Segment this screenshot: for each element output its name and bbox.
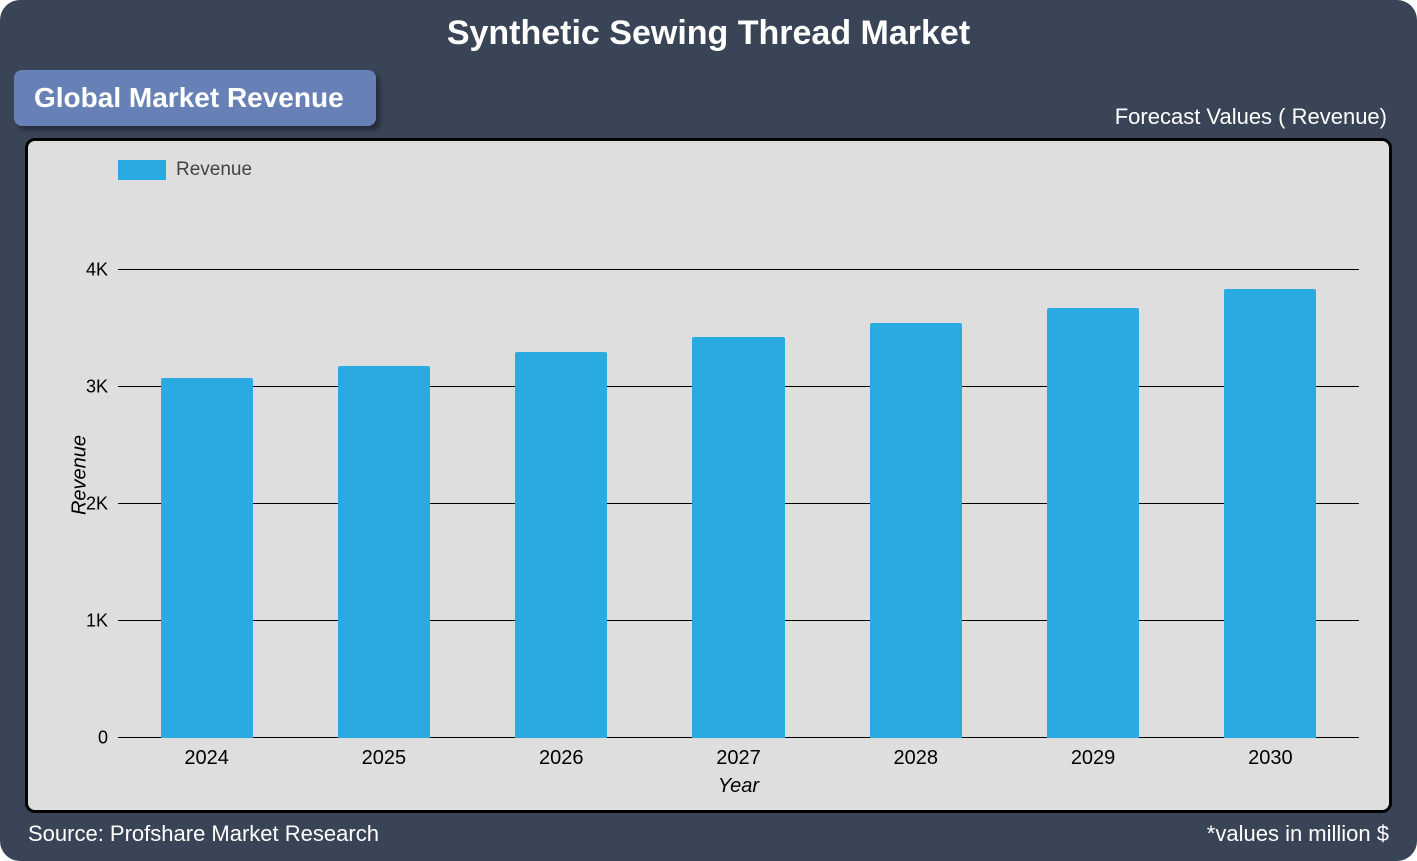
y-tick-label: 4K (63, 259, 108, 280)
y-tick-label: 0 (63, 728, 108, 749)
legend: Revenue (118, 159, 252, 181)
bar (161, 378, 253, 738)
x-axis-label: Year (718, 775, 759, 798)
forecast-label: Forecast Values ( Revenue) (1115, 104, 1387, 130)
x-tick-label: 2030 (1248, 747, 1293, 770)
grid-line (118, 269, 1359, 270)
chart-card: Synthetic Sewing Thread Market Global Ma… (0, 0, 1417, 861)
legend-label: Revenue (176, 159, 252, 181)
y-tick-label: 2K (63, 493, 108, 514)
footer-source: Source: Profshare Market Research (28, 821, 379, 847)
x-tick-label: 2028 (894, 747, 939, 770)
subtitle-badge: Global Market Revenue (14, 70, 376, 126)
x-tick-label: 2029 (1071, 747, 1116, 770)
plot-frame: Revenue Revenue Year 01K2K3K4K2024202520… (25, 138, 1392, 813)
bar (1224, 289, 1316, 738)
plot-area: Revenue Year 01K2K3K4K202420252026202720… (118, 211, 1359, 738)
x-tick-label: 2026 (539, 747, 584, 770)
page-title: Synthetic Sewing Thread Market (0, 0, 1417, 53)
y-tick-label: 3K (63, 376, 108, 397)
bar (1047, 308, 1139, 738)
bar (692, 337, 784, 738)
x-tick-label: 2025 (362, 747, 407, 770)
footer-values-note: *values in million $ (1207, 821, 1389, 847)
y-tick-label: 1K (63, 610, 108, 631)
x-tick-label: 2027 (716, 747, 761, 770)
bar (515, 352, 607, 738)
legend-swatch (118, 160, 166, 180)
bar (870, 323, 962, 738)
bar (338, 366, 430, 738)
x-tick-label: 2024 (184, 747, 229, 770)
